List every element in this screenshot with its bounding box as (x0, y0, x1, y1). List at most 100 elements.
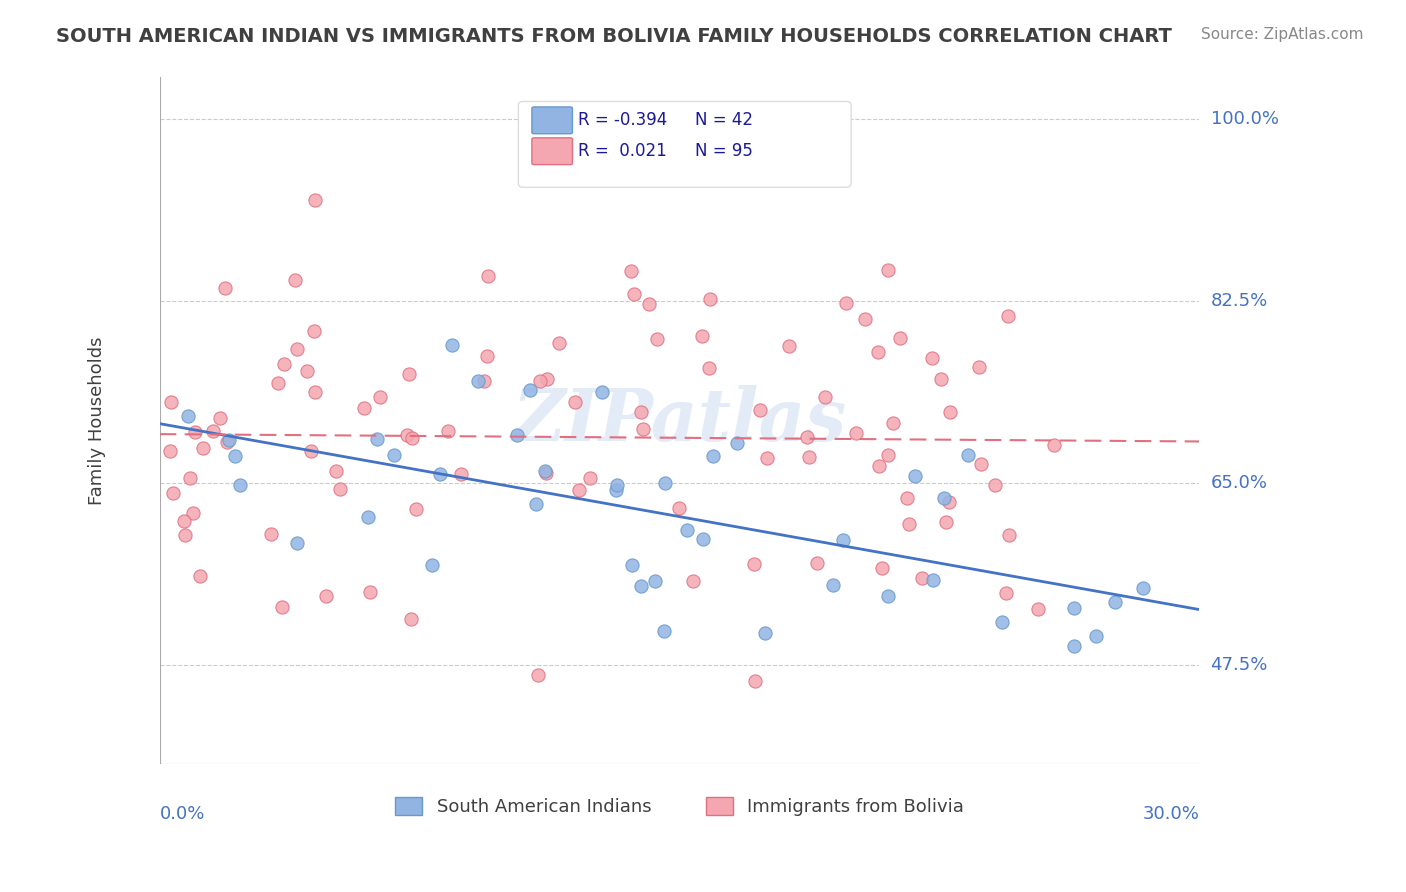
Point (957, 449, 980, 463)
Point (519, 384, 541, 398)
Point (477, 269, 499, 284)
Point (652, 624, 675, 638)
Point (702, 449, 724, 463)
Point (224, 449, 246, 463)
Point (505, 427, 527, 442)
Point (395, 427, 418, 442)
Point (823, 578, 845, 592)
Point (329, 482, 352, 496)
Point (778, 339, 800, 353)
Point (668, 500, 690, 515)
Point (1104, 595, 1126, 609)
Point (633, 422, 655, 436)
Point (921, 351, 943, 365)
Point (868, 459, 890, 474)
Text: Family Households: Family Households (89, 336, 107, 505)
Point (645, 333, 668, 347)
Point (429, 467, 451, 482)
Point (749, 402, 772, 417)
Point (904, 469, 927, 483)
Point (304, 193, 326, 207)
Point (620, 264, 643, 278)
Point (260, 527, 283, 541)
Point (997, 528, 1019, 542)
Point (325, 464, 347, 478)
Text: Source: ZipAtlas.com: Source: ZipAtlas.com (1201, 27, 1364, 42)
Point (744, 674, 766, 689)
Point (398, 367, 420, 381)
Text: R = -0.394: R = -0.394 (578, 111, 666, 129)
Point (591, 385, 613, 400)
Point (420, 558, 443, 573)
Point (623, 287, 645, 301)
Point (285, 342, 308, 356)
Point (620, 558, 643, 573)
Point (315, 589, 337, 603)
Text: 30.0%: 30.0% (1143, 805, 1199, 823)
Point (467, 374, 489, 388)
Point (304, 385, 326, 400)
Point (991, 615, 1014, 629)
Point (218, 433, 240, 447)
Point (193, 441, 215, 455)
Point (754, 626, 776, 640)
Point (796, 430, 818, 444)
Point (877, 263, 900, 277)
Point (184, 425, 207, 440)
Point (536, 466, 558, 480)
Point (267, 376, 290, 390)
Text: 100.0%: 100.0% (1211, 110, 1278, 128)
Point (1132, 581, 1154, 595)
Point (284, 273, 307, 287)
Point (630, 405, 652, 419)
Point (876, 589, 898, 603)
Point (797, 450, 820, 464)
Point (159, 444, 181, 458)
Point (440, 337, 463, 351)
Point (1043, 438, 1066, 452)
FancyBboxPatch shape (531, 107, 572, 134)
Point (214, 281, 236, 295)
FancyBboxPatch shape (519, 102, 851, 187)
Point (527, 668, 550, 682)
Point (382, 448, 405, 462)
Point (870, 561, 893, 575)
Text: 47.5%: 47.5% (1211, 656, 1268, 674)
Point (183, 506, 205, 520)
Point (690, 329, 713, 343)
Point (654, 475, 676, 490)
Point (564, 395, 586, 409)
Point (159, 394, 181, 409)
Text: ZIPatlas: ZIPatlas (512, 385, 846, 456)
Point (450, 467, 472, 481)
Point (630, 579, 652, 593)
Point (984, 478, 1007, 492)
Point (697, 361, 720, 376)
Point (536, 372, 558, 386)
Point (359, 585, 381, 599)
Point (897, 516, 920, 531)
Point (889, 331, 911, 345)
Point (605, 483, 627, 497)
Legend: South American Indians, Immigrants from Bolivia: South American Indians, Immigrants from … (388, 789, 972, 823)
Text: 82.5%: 82.5% (1211, 292, 1268, 310)
Point (845, 426, 868, 441)
Point (217, 435, 239, 450)
Point (179, 471, 201, 485)
Point (475, 349, 498, 363)
Point (929, 372, 952, 386)
Point (1063, 639, 1085, 653)
Point (938, 495, 960, 509)
Point (835, 296, 858, 310)
Point (173, 515, 195, 529)
Point (911, 571, 934, 585)
Text: 0.0%: 0.0% (160, 805, 205, 823)
Point (939, 405, 962, 419)
Point (1084, 630, 1107, 644)
Point (877, 449, 900, 463)
Point (436, 424, 458, 438)
Text: R =  0.021: R = 0.021 (578, 142, 666, 160)
Text: N = 95: N = 95 (695, 142, 754, 160)
Point (529, 374, 551, 388)
Point (934, 491, 956, 506)
